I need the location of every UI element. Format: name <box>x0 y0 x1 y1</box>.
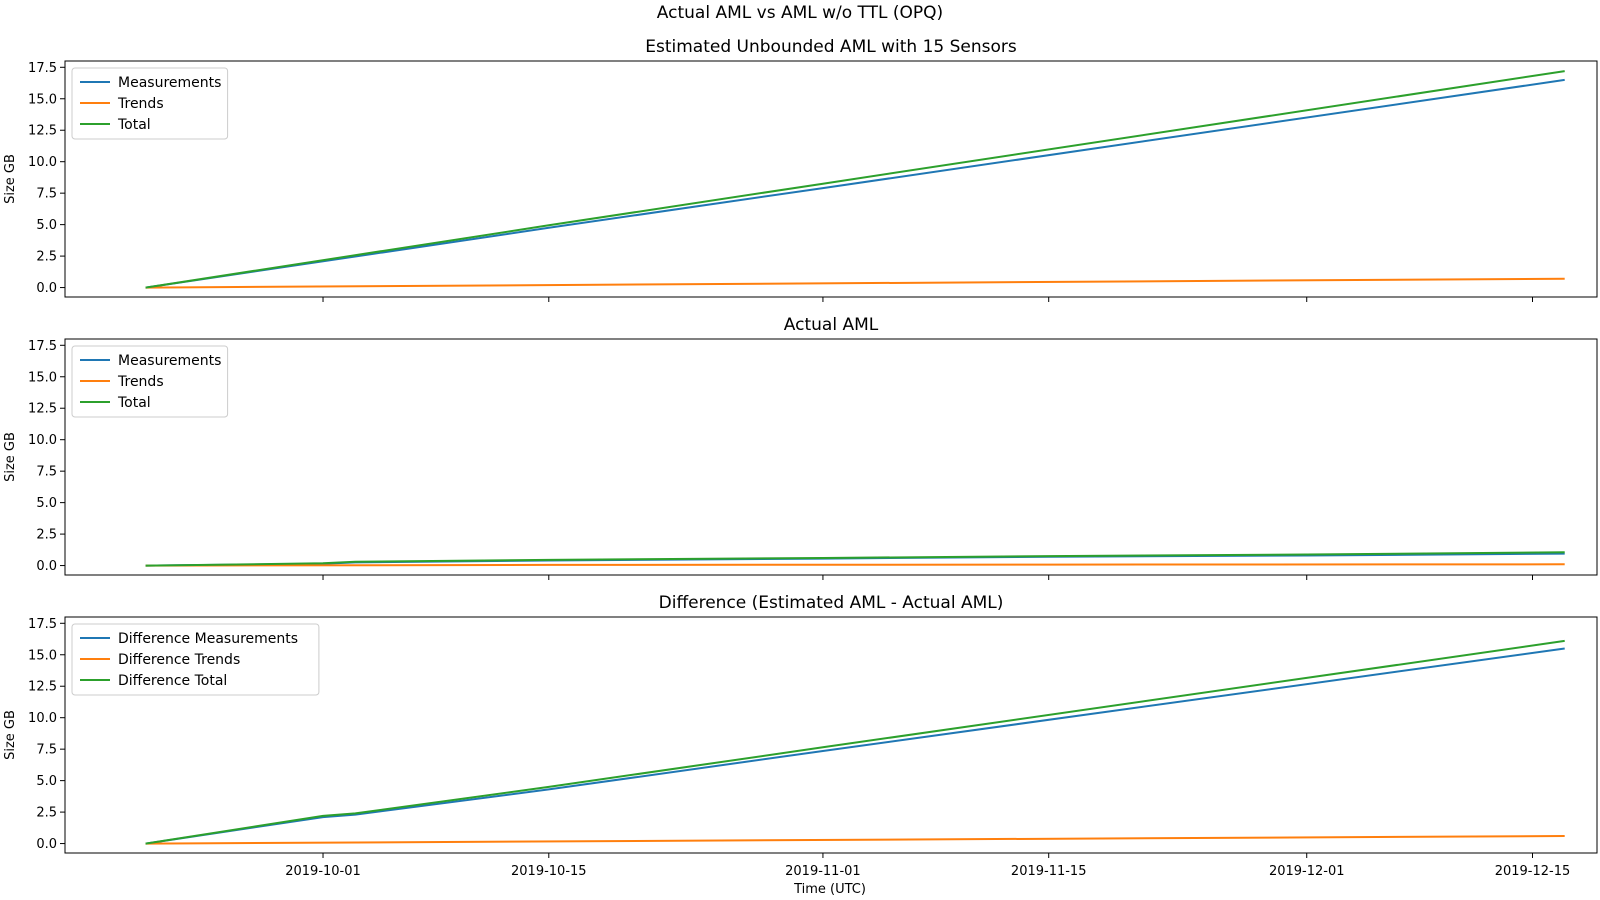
y-tick-label: 7.5 <box>36 187 57 202</box>
y-tick-label: 12.5 <box>28 680 57 695</box>
x-tick-label: 2019-11-15 <box>1011 864 1087 879</box>
y-tick-label: 2.5 <box>36 806 57 821</box>
panel-title: Actual AML <box>784 315 879 335</box>
legend-entry: Total <box>117 395 151 411</box>
legend: Difference Measurements Difference Trends… <box>71 623 320 696</box>
panel-title: Estimated Unbounded AML with 15 Sensors <box>645 37 1017 57</box>
legend-box <box>71 623 320 696</box>
y-tick-label: 0.0 <box>36 837 57 852</box>
panel-2: Actual AML Size GB 0.0 2.5 5.0 7.5 10.0 12.5 15.… <box>3 315 1598 580</box>
y-tick-label: 7.5 <box>36 465 57 480</box>
y-tick-label: 17.5 <box>28 339 57 354</box>
y-tick-label: 0.0 <box>36 559 57 574</box>
panels: Estimated Unbounded AML with 15 Sensors S… <box>3 37 1598 879</box>
y-tick-label: 7.5 <box>36 743 57 758</box>
y-tick-label: 10.0 <box>28 433 57 448</box>
panel-1: Estimated Unbounded AML with 15 Sensors S… <box>3 37 1598 302</box>
y-axis-title: Size GB <box>3 154 18 204</box>
y-axis-title: Size GB <box>3 710 18 760</box>
x-tick-label: 2019-10-15 <box>511 864 587 879</box>
series-line-1 <box>145 647 1565 845</box>
y-tick-label: 15.0 <box>28 648 57 663</box>
panel-title: Difference (Estimated AML - Actual AML) <box>659 593 1004 613</box>
x-axis-title: Time (UTC) <box>793 882 866 897</box>
legend-entry: Measurements <box>118 75 221 91</box>
y-tick-label: 0.0 <box>36 281 57 296</box>
plot-frame <box>64 338 1598 576</box>
x-tick-label: 2019-12-01 <box>1269 864 1345 879</box>
y-tick-label: 17.5 <box>28 617 57 632</box>
x-tick-label: 2019-12-15 <box>1495 864 1571 879</box>
legend-entry: Measurements <box>118 353 221 369</box>
plot-frame <box>64 60 1598 298</box>
y-tick-label: 5.0 <box>36 774 57 789</box>
panel-3: Difference (Estimated AML - Actual AML) S… <box>3 593 1598 879</box>
x-tick-label: 2019-10-01 <box>285 864 361 879</box>
y-tick-label: 17.5 <box>28 61 57 76</box>
legend-box <box>71 345 229 418</box>
series-line-3 <box>145 70 1565 289</box>
series-line-2 <box>145 835 1565 845</box>
y-tick-label: 12.5 <box>28 124 57 139</box>
y-tick-label: 10.0 <box>28 711 57 726</box>
plot-frame <box>64 616 1598 854</box>
legend: Measurements Trends Total <box>71 345 229 418</box>
y-tick-label: 10.0 <box>28 155 57 170</box>
series-line-3 <box>145 551 1565 567</box>
legend-box <box>71 67 229 140</box>
y-tick-label: 2.5 <box>36 528 57 543</box>
legend-entry: Trends <box>117 96 164 112</box>
y-tick-label: 15.0 <box>28 370 57 385</box>
series-line-2 <box>145 277 1565 289</box>
legend-entry: Trends <box>117 374 164 390</box>
x-tick-label: 2019-11-01 <box>785 864 861 879</box>
series-line-2 <box>145 563 1565 567</box>
y-tick-label: 15.0 <box>28 92 57 107</box>
y-tick-label: 2.5 <box>36 250 57 265</box>
y-axis-title: Size GB <box>3 432 18 482</box>
legend-entry: Total <box>117 117 151 133</box>
legend-entry: Difference Trends <box>118 652 240 668</box>
y-tick-label: 12.5 <box>28 402 57 417</box>
legend-entry: Difference Total <box>118 673 227 689</box>
series-line-3 <box>145 639 1565 845</box>
y-tick-label: 5.0 <box>36 496 57 511</box>
legend: Measurements Trends Total <box>71 67 229 140</box>
series-line-1 <box>145 78 1565 289</box>
legend-entry: Difference Measurements <box>118 631 298 647</box>
y-tick-label: 5.0 <box>36 218 57 233</box>
figure-suptitle: Actual AML vs AML w/o TTL (OPQ) <box>657 3 943 23</box>
